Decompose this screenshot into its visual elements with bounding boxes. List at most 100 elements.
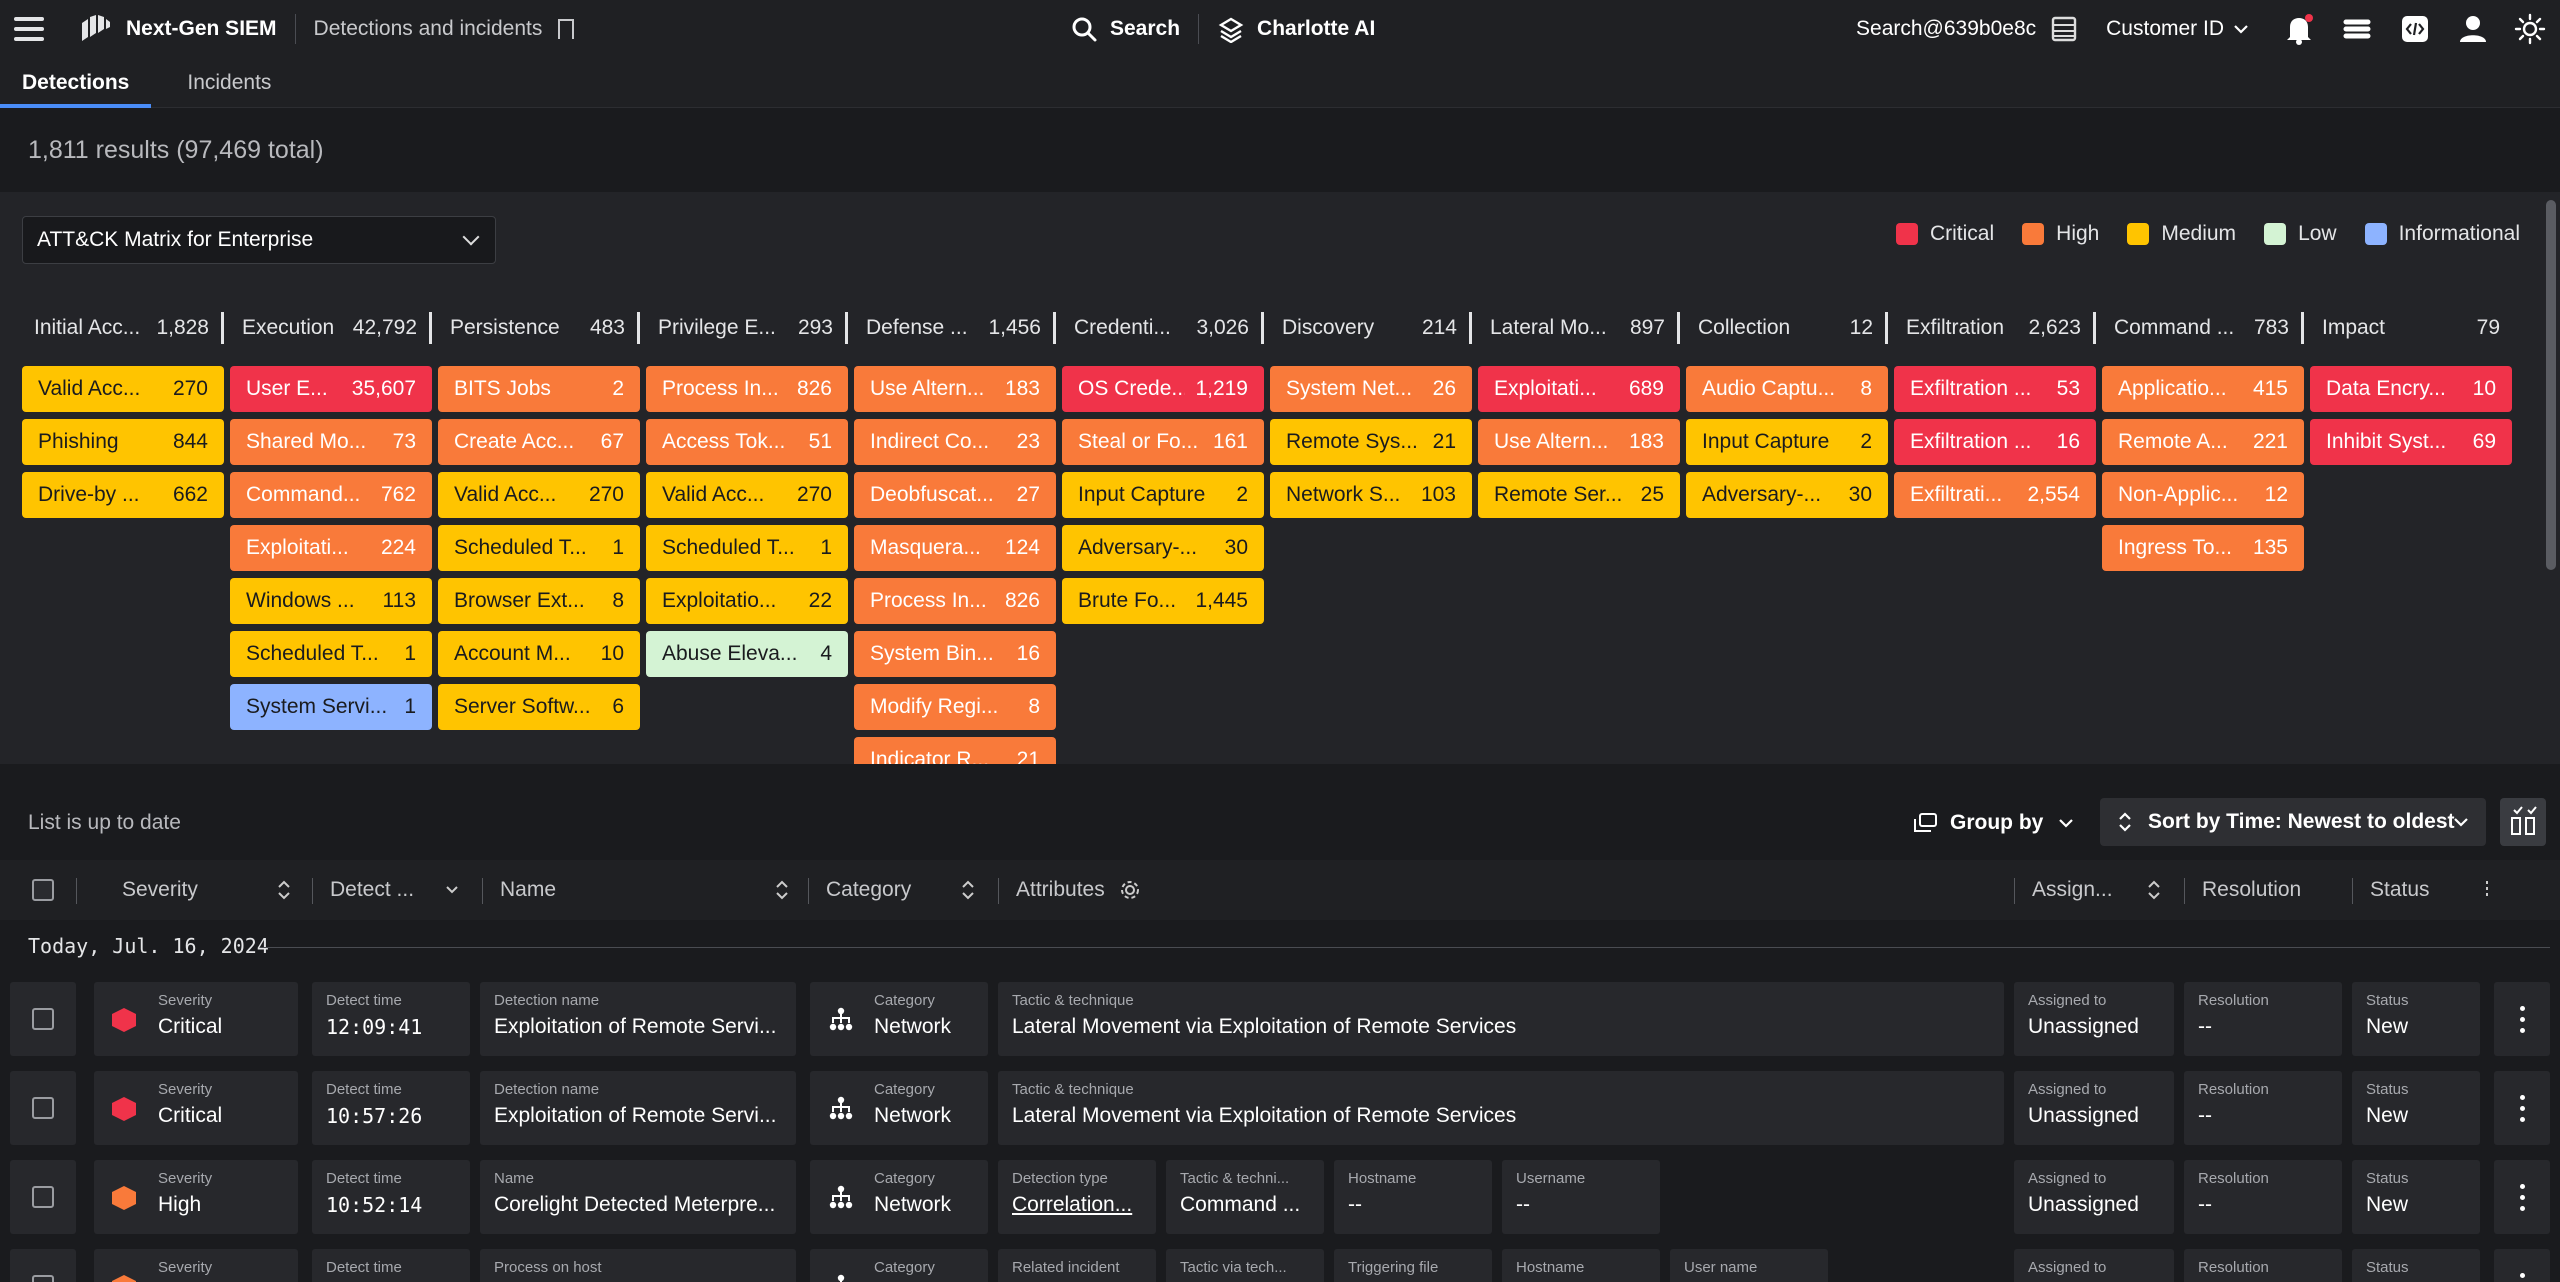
technique-cell[interactable]: Process In... 826	[854, 578, 1056, 624]
technique-cell[interactable]: Abuse Eleva... 4	[646, 631, 848, 677]
technique-cell[interactable]: Exploitatio... 22	[646, 578, 848, 624]
technique-cell[interactable]: Adversary-... 30	[1686, 472, 1888, 518]
legend-item[interactable]: Low	[2264, 222, 2337, 246]
bookmark-icon[interactable]	[558, 19, 575, 39]
technique-cell[interactable]: Scheduled T... 1	[438, 525, 640, 571]
tactic-header[interactable]: Initial Acc... 1,828	[22, 312, 224, 344]
technique-cell[interactable]: Access Tok... 51	[646, 419, 848, 465]
breadcrumb[interactable]: Detections and incidents	[313, 17, 543, 40]
technique-cell[interactable]: Scheduled T... 1	[646, 525, 848, 571]
technique-cell[interactable]: Phishing 844	[22, 419, 224, 465]
technique-cell[interactable]: OS Crede... 1,219	[1062, 366, 1264, 412]
tactic-header[interactable]: Collection 12	[1686, 312, 1888, 344]
technique-cell[interactable]: System Bin... 16	[854, 631, 1056, 677]
technique-cell[interactable]: Exfiltration ... 53	[1894, 366, 2096, 412]
matrix-scrollbar[interactable]	[2546, 200, 2556, 570]
col-name[interactable]: Name	[500, 860, 790, 920]
select-all-checkbox[interactable]	[32, 879, 54, 901]
technique-cell[interactable]: Applicatio... 415	[2102, 366, 2304, 412]
matrix-select[interactable]: ATT&CK Matrix for Enterprise	[22, 216, 496, 264]
code-icon[interactable]	[2400, 14, 2430, 44]
notification-bell-icon[interactable]	[2284, 13, 2314, 45]
group-by-button[interactable]: Group by	[1912, 792, 2075, 854]
technique-cell[interactable]: Command... 762	[230, 472, 432, 518]
technique-cell[interactable]: Windows ... 113	[230, 578, 432, 624]
row-checkbox[interactable]	[32, 1186, 54, 1208]
technique-cell[interactable]: Audio Captu... 8	[1686, 366, 1888, 412]
tactic-header[interactable]: Impact 79	[2310, 312, 2512, 344]
technique-cell[interactable]: Valid Acc... 270	[22, 366, 224, 412]
col-detect-time[interactable]: Detect ...	[330, 860, 460, 920]
technique-cell[interactable]: Exfiltrati... 2,554	[1894, 472, 2096, 518]
menu-icon[interactable]	[14, 17, 44, 41]
column-layout-button[interactable]	[2500, 798, 2546, 846]
attribute-cell-value[interactable]: Correlation...	[1012, 1193, 1133, 1216]
row-checkbox[interactable]	[32, 1275, 54, 1282]
search-button[interactable]: Search	[1110, 17, 1181, 40]
technique-cell[interactable]: Data Encry... 10	[2310, 366, 2512, 412]
technique-cell[interactable]: Network S... 103	[1270, 472, 1472, 518]
legend-item[interactable]: High	[2022, 222, 2099, 246]
technique-cell[interactable]: Inhibit Syst... 69	[2310, 419, 2512, 465]
col-severity[interactable]: Severity	[122, 860, 292, 920]
row-actions-icon[interactable]	[2494, 982, 2550, 1056]
technique-cell[interactable]: Indirect Co... 23	[854, 419, 1056, 465]
account-label[interactable]: Search@639b0e8c	[1856, 17, 2037, 40]
technique-cell[interactable]: Ingress To... 135	[2102, 525, 2304, 571]
technique-cell[interactable]: User E... 35,607	[230, 366, 432, 412]
theme-toggle-icon[interactable]	[2514, 13, 2546, 45]
technique-cell[interactable]: Input Capture 2	[1062, 472, 1264, 518]
table-row[interactable]: Severity Critical Detect time 12:09:41 Detec…	[0, 978, 2560, 1060]
technique-cell[interactable]: Scheduled T... 1	[230, 631, 432, 677]
technique-cell[interactable]: Brute Fo... 1,445	[1062, 578, 1264, 624]
technique-cell[interactable]: Use Altern... 183	[1478, 419, 1680, 465]
technique-cell[interactable]: Drive-by ... 662	[22, 472, 224, 518]
table-row[interactable]: Severity High Detect time 10:52:14 Name Corel…	[0, 1156, 2560, 1238]
technique-cell[interactable]: Steal or Fo... 161	[1062, 419, 1264, 465]
charlotte-ai-button[interactable]: Charlotte AI	[1257, 17, 1376, 40]
database-icon[interactable]	[2050, 15, 2078, 43]
technique-cell[interactable]: Deobfuscat... 27	[854, 472, 1056, 518]
row-actions-icon[interactable]	[2494, 1071, 2550, 1145]
technique-cell[interactable]: Remote Ser... 25	[1478, 472, 1680, 518]
col-resolution[interactable]: Resolution	[2202, 878, 2302, 901]
technique-cell[interactable]: BITS Jobs 2	[438, 366, 640, 412]
row-checkbox[interactable]	[32, 1008, 54, 1030]
tab-incidents[interactable]: Incidents	[187, 71, 272, 94]
technique-cell[interactable]: Modify Regi... 8	[854, 684, 1056, 730]
gear-icon[interactable]	[1119, 879, 1141, 901]
sort-by-select[interactable]: Sort by Time: Newest to oldest	[2100, 798, 2486, 846]
tactic-header[interactable]: Execution 42,792	[230, 312, 432, 344]
technique-cell[interactable]: Exploitati... 689	[1478, 366, 1680, 412]
tactic-header[interactable]: Exfiltration 2,623	[1894, 312, 2096, 344]
technique-cell[interactable]: Account M... 10	[438, 631, 640, 677]
col-assigned[interactable]: Assign...	[2032, 860, 2162, 920]
technique-cell[interactable]: Adversary-... 30	[1062, 525, 1264, 571]
row-actions-icon[interactable]	[2494, 1249, 2550, 1282]
user-icon[interactable]	[2458, 14, 2488, 44]
technique-cell[interactable]: Shared Mo... 73	[230, 419, 432, 465]
tactic-header[interactable]: Credenti... 3,026	[1062, 312, 1264, 344]
tactic-header[interactable]: Persistence 483	[438, 312, 640, 344]
tactic-header[interactable]: Privilege E... 293	[646, 312, 848, 344]
row-checkbox[interactable]	[32, 1097, 54, 1119]
technique-cell[interactable]: Valid Acc... 270	[438, 472, 640, 518]
chevron-down-icon[interactable]	[2232, 20, 2250, 38]
column-resize-handle[interactable]	[2484, 860, 2490, 920]
technique-cell[interactable]: Process In... 826	[646, 366, 848, 412]
col-category[interactable]: Category	[826, 860, 976, 920]
row-actions-icon[interactable]	[2494, 1160, 2550, 1234]
technique-cell[interactable]: System Net... 26	[1270, 366, 1472, 412]
col-status[interactable]: Status	[2370, 878, 2430, 901]
table-row[interactable]: Severity Critical Detect time 10:57:26 Detec…	[0, 1067, 2560, 1149]
technique-cell[interactable]: Indicator R... 21	[854, 737, 1056, 764]
technique-cell[interactable]: Browser Ext... 8	[438, 578, 640, 624]
technique-cell[interactable]: Exfiltration ... 16	[1894, 419, 2096, 465]
layers-icon[interactable]	[2342, 14, 2372, 44]
technique-cell[interactable]: Valid Acc... 270	[646, 472, 848, 518]
technique-cell[interactable]: Remote A... 221	[2102, 419, 2304, 465]
col-attributes[interactable]: Attributes	[1016, 860, 1176, 920]
table-row[interactable]: Severity Detect time Process on host Catego…	[0, 1245, 2560, 1282]
tactic-header[interactable]: Command ... 783	[2102, 312, 2304, 344]
technique-cell[interactable]: Remote Sys... 21	[1270, 419, 1472, 465]
